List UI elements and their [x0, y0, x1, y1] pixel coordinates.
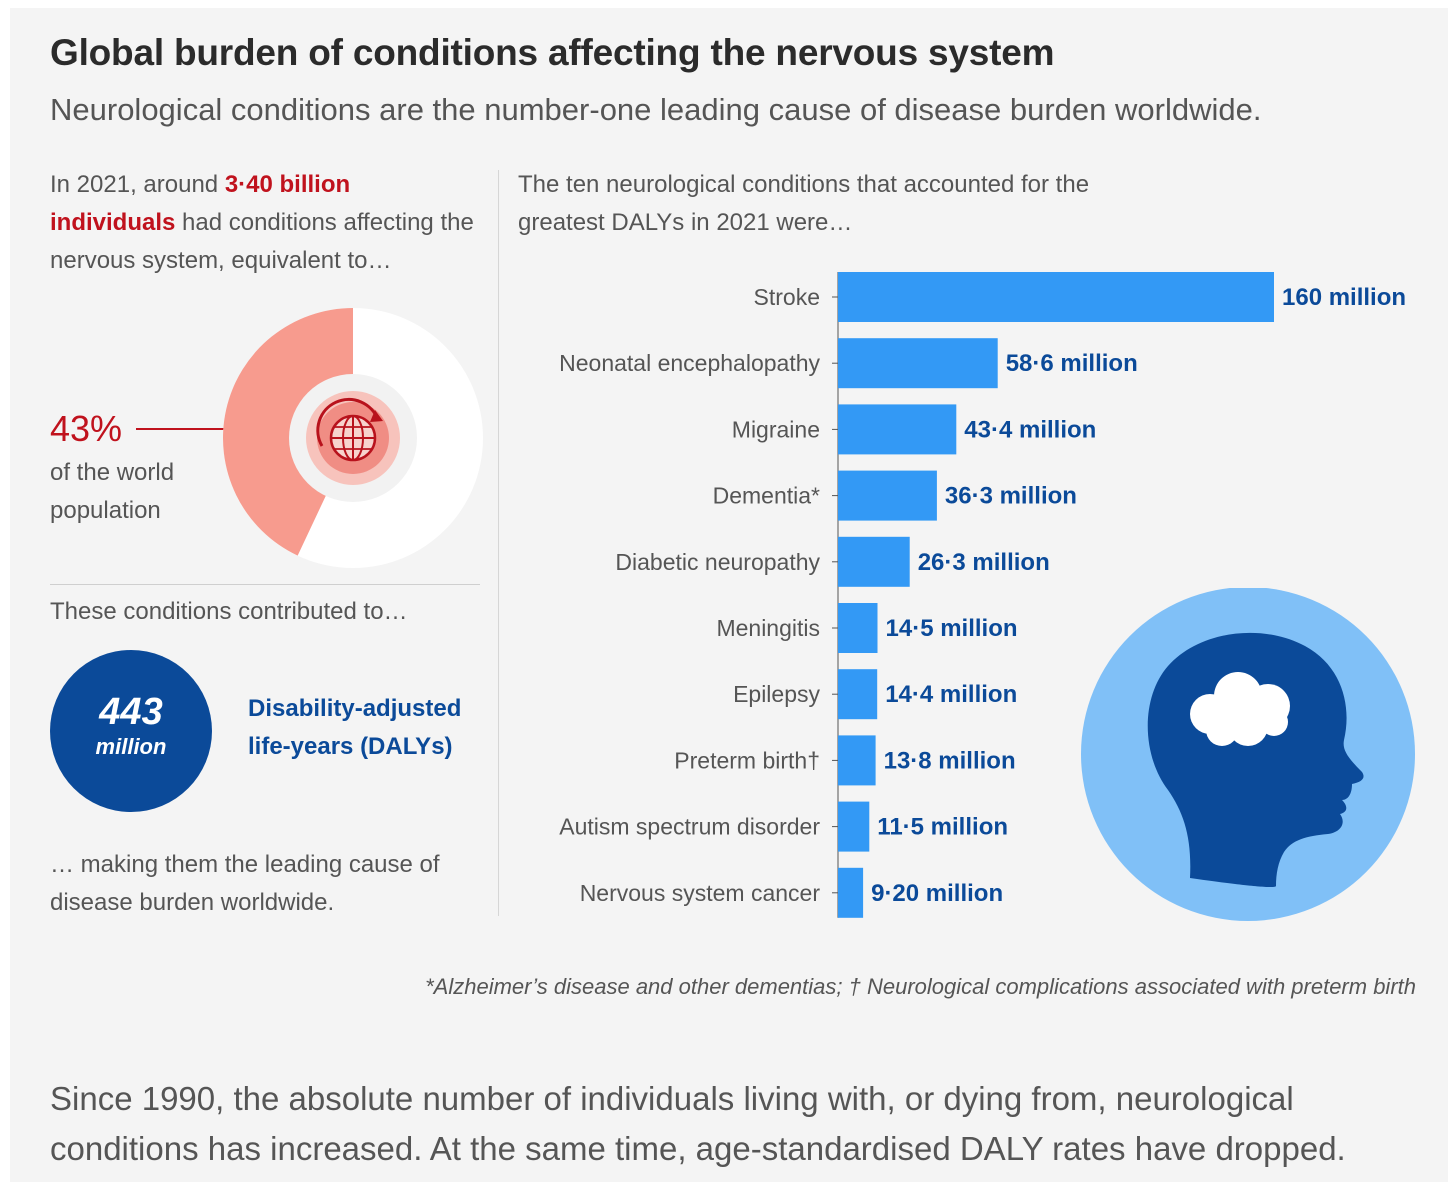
daly-total-unit: million: [95, 734, 167, 759]
infographic-background: Global burden of conditions affecting th…: [10, 8, 1448, 1182]
bar: [838, 735, 876, 786]
value-label: 11·5 million: [877, 814, 1008, 841]
value-label: 58·6 million: [1006, 350, 1138, 377]
bar: [838, 470, 937, 521]
population-donut: [222, 308, 483, 568]
category-label: Neonatal encephalopathy: [559, 350, 820, 376]
bar: [838, 801, 870, 852]
daly-bar-chart: Stroke 160 million Neonatal encephalopathy…: [559, 272, 1406, 918]
daly-label: Disability-adjusted life-years (DALYs): [248, 695, 462, 760]
leading-cause-outro: … making them the leading cause of disea…: [50, 851, 440, 916]
daly-total-number: 443: [99, 691, 163, 733]
prevalence-highlight: 3·40 billion individuals: [50, 171, 351, 236]
percent-pointer-line: [136, 428, 250, 430]
category-label: Nervous system cancer: [580, 880, 821, 906]
bar: [838, 669, 878, 720]
globe-icon: [306, 391, 400, 485]
bar: [838, 536, 910, 587]
value-label: 160 million: [1282, 284, 1406, 311]
percent-value: 43%: [50, 408, 123, 449]
category-label: Diabetic neuropathy: [615, 549, 820, 575]
page-title: Global burden of conditions affecting th…: [50, 32, 1055, 73]
value-label: 9·20 million: [871, 880, 1003, 907]
daly-total-badge: 443 million: [50, 650, 212, 812]
footnote: *Alzheimer’s disease and other dementias…: [425, 974, 1416, 999]
bar: [838, 603, 878, 653]
bar: [838, 404, 957, 455]
prevalence-intro: In 2021, around 3·40 billion individuals…: [50, 166, 480, 280]
value-label: 26·3 million: [918, 549, 1050, 576]
category-label: Preterm birth†: [674, 747, 820, 773]
value-label: 14·4 million: [885, 681, 1017, 708]
page-subtitle: Neurological conditions are the number-o…: [50, 92, 1262, 127]
category-label: Stroke: [754, 284, 820, 310]
bar: [838, 272, 1274, 322]
category-label: Migraine: [732, 416, 820, 442]
category-label: Autism spectrum disorder: [559, 814, 820, 840]
human-head-brain-icon: [1081, 588, 1415, 921]
category-label: Meningitis: [716, 615, 820, 641]
contributed-text: These conditions contributed to…: [50, 598, 408, 625]
panel-divider: [498, 170, 499, 916]
prevalence-intro-suffix: had conditions affecting the nervous sys…: [50, 209, 474, 274]
bar: [838, 867, 864, 918]
value-label: 43·4 million: [964, 416, 1096, 443]
value-label: 13·8 million: [884, 747, 1016, 774]
percent-caption: of the world population: [50, 459, 175, 524]
trend-summary: Since 1990, the absolute number of indiv…: [50, 1080, 1346, 1167]
value-label: 14·5 million: [886, 615, 1018, 642]
section-divider: [50, 584, 480, 585]
prevalence-intro-prefix: In 2021, around: [50, 171, 225, 198]
bar: [838, 338, 998, 389]
chart-intro: The ten neurological conditions that acc…: [518, 171, 1090, 236]
donut-slice-affected: [222, 308, 353, 556]
category-label: Epilepsy: [733, 681, 820, 707]
category-label: Dementia*: [713, 483, 820, 509]
value-label: 36·3 million: [945, 483, 1077, 510]
